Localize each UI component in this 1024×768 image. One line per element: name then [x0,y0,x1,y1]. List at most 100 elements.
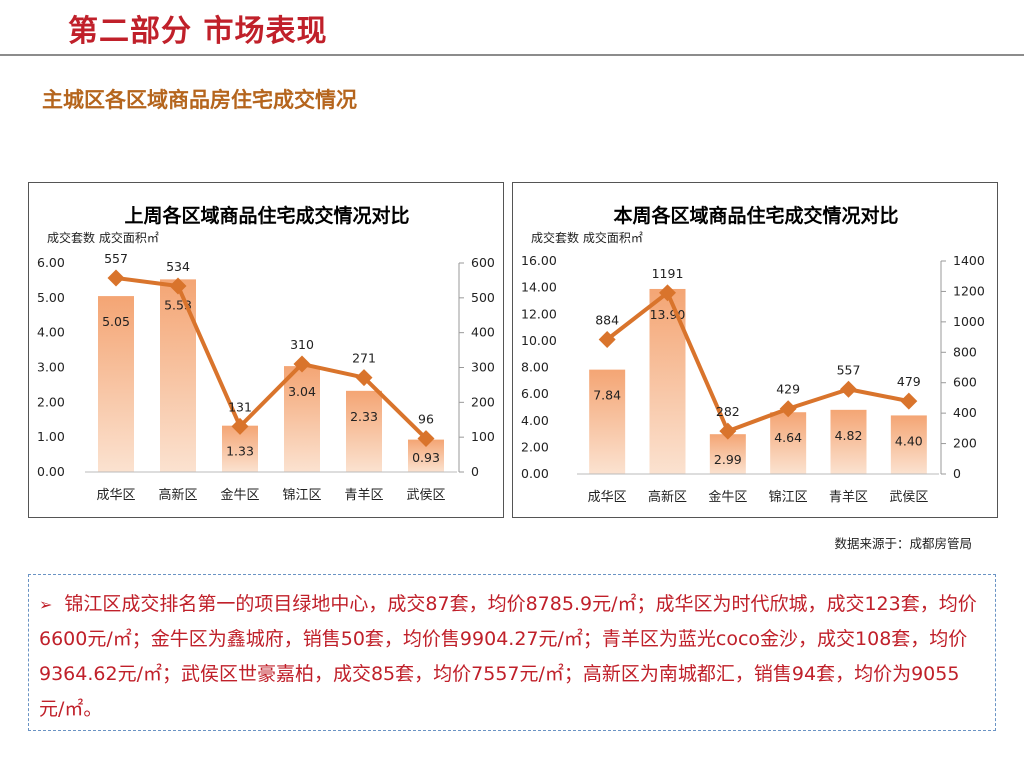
right-axis-tick-label: 0 [471,464,479,479]
bar [830,409,867,474]
line-value-label: 271 [352,351,376,366]
category-label: 高新区 [648,489,687,505]
chart-this-week: 本周各区域商品住宅成交情况对比成交套数 成交面积㎡ 0.00 2.00 4.00 6.0… [512,182,998,518]
right-axis-tick-label: 200 [953,436,977,451]
line-marker [840,380,857,398]
category-label: 高新区 [158,487,197,503]
bar-value-label: 3.04 [288,384,316,399]
bar [98,296,134,472]
category-label: 成华区 [588,490,627,505]
bar [709,434,746,474]
line-value-label: 96 [418,412,434,427]
left-axis-tick-label: 2.00 [521,439,549,454]
line-marker [900,392,918,410]
line-marker [231,417,249,435]
category-label: 金牛区 [708,489,747,505]
line-marker [417,430,435,448]
line-series [115,275,428,440]
right-axis-tick-label: 600 [471,255,495,270]
left-axis-tick-label: 12.00 [521,306,557,321]
bar-value-label: 2.99 [714,452,742,467]
bar-value-label: 0.93 [412,450,440,465]
chart-title: 本周各区域商品住宅成交情况对比 [613,204,898,227]
summary-box: ➢ 锦江区成交排名第一的项目绿地中心，成交87套，均价8785.9元/㎡；成华区为… [28,574,996,731]
right-axis-tick-label: 600 [953,375,977,390]
line-value-label: 282 [716,404,740,419]
left-axis-tick-label: 6.00 [521,386,549,401]
line-value-label: 131 [228,399,252,414]
bar [770,412,807,474]
right-axis-tick-label: 400 [953,405,977,420]
line-value-label: 310 [290,337,314,352]
line-value-label: 429 [776,382,800,397]
bar-value-label: 2.33 [350,409,378,424]
chart-title: 上周各区域商品住宅成交情况对比 [124,204,409,227]
right-axis-tick-label: 1400 [953,253,985,268]
right-axis-tick-label: 0 [953,466,961,481]
right-axis-tick-label: 300 [471,360,495,375]
right-axis-tick-label: 500 [471,290,495,305]
left-axis-tick-label: 3.00 [37,360,65,375]
left-axis-tick-label: 14.00 [521,280,557,295]
line-value-label: 557 [104,251,128,266]
category-label: 武侯区 [406,488,445,503]
category-label: 金牛区 [220,487,259,503]
right-axis-tick-label: 800 [953,344,977,359]
line-marker [293,355,311,373]
legend-text: 成交套数 成交面积㎡ [531,230,643,245]
line-marker [107,269,125,287]
line-value-label: 534 [166,259,190,274]
line-marker [659,284,676,302]
left-axis-tick-label: 0.00 [521,466,549,481]
left-axis-tick-label: 4.00 [521,413,549,428]
legend-text: 成交套数 成交面积㎡ [47,230,159,245]
right-axis-tick-label: 400 [471,325,495,340]
summary-paragraph: ➢ 锦江区成交排名第一的项目绿地中心，成交87套，均价8785.9元/㎡；成华区为… [39,587,981,727]
left-axis-tick-label: 5.00 [37,290,65,305]
category-label: 青羊区 [344,487,383,503]
line-value-label: 557 [837,362,861,377]
data-source-note: 数据来源于：成都房管局 [834,536,972,551]
bar [284,366,320,472]
bar [890,415,927,474]
header-divider [0,54,1024,56]
line-marker [779,400,797,418]
bar-value-label: 4.82 [835,428,863,443]
bar-value-label: 1.33 [226,444,254,459]
line-value-label: 479 [897,374,921,389]
left-axis-tick-label: 10.00 [521,333,557,348]
left-axis-tick-label: 8.00 [521,360,549,375]
bar-value-label: 4.40 [895,433,923,448]
line-marker [719,422,737,440]
page-title: 第二部分 市场表现 [68,14,328,49]
line-marker [355,369,373,387]
category-label: 锦江区 [769,490,808,505]
section-subtitle: 主城区各区域商品房住宅成交情况 [42,88,357,112]
category-label: 锦江区 [282,488,321,503]
bar-value-label: 7.84 [593,388,621,403]
left-axis-tick-label: 6.00 [37,255,65,270]
right-axis-tick-label: 1200 [953,283,985,298]
line-series [605,290,910,434]
category-label: 武侯区 [889,490,928,505]
left-axis-tick-label: 4.00 [37,325,65,340]
line-value-label: 1191 [652,266,684,281]
line-value-label: 884 [595,313,619,328]
right-axis-tick-label: 1000 [953,314,985,329]
bar [589,369,626,474]
left-axis-tick-label: 16.00 [521,253,557,268]
right-axis-tick-label: 100 [471,429,495,444]
right-axis-tick-label: 200 [471,394,495,409]
summary-text: 锦江区成交排名第一的项目绿地中心，成交87套，均价8785.9元/㎡；成华区为时… [39,593,977,720]
bullet-arrow-icon: ➢ [39,595,53,614]
bar-value-label: 5.05 [102,314,130,329]
bar [346,390,382,472]
left-axis-tick-label: 1.00 [37,429,65,444]
chart-last-week: 上周各区域商品住宅成交情况对比 成交套数 成交面积㎡ 0.00 1.00 2.00 3.0… [28,182,504,518]
bar-value-label: 4.64 [774,430,802,445]
category-label: 成华区 [96,488,135,503]
category-label: 青羊区 [829,489,868,505]
left-axis-tick-label: 2.00 [37,394,65,409]
